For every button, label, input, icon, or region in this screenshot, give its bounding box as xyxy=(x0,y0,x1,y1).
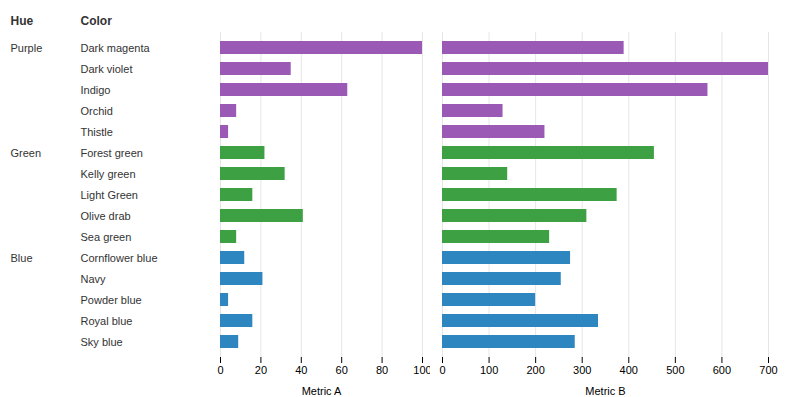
svg-text:700: 700 xyxy=(759,364,777,376)
svg-text:Metric B: Metric B xyxy=(585,385,625,397)
svg-text:Thistle: Thistle xyxy=(81,126,113,138)
svg-text:Kelly green: Kelly green xyxy=(81,168,136,180)
svg-text:20: 20 xyxy=(255,364,267,376)
svg-text:Purple: Purple xyxy=(11,42,43,54)
svg-text:Powder blue: Powder blue xyxy=(81,294,142,306)
svg-text:Metric A: Metric A xyxy=(302,385,342,397)
svg-text:Forest green: Forest green xyxy=(81,147,143,159)
svg-text:Royal blue: Royal blue xyxy=(81,315,133,327)
svg-text:100: 100 xyxy=(413,364,430,376)
svg-text:200: 200 xyxy=(526,364,544,376)
svg-text:Hue: Hue xyxy=(11,14,34,28)
svg-text:Light Green: Light Green xyxy=(81,189,138,201)
svg-text:Dark violet: Dark violet xyxy=(81,63,133,75)
svg-text:600: 600 xyxy=(713,364,731,376)
svg-text:Indigo: Indigo xyxy=(81,84,111,96)
svg-text:Blue: Blue xyxy=(11,252,33,264)
svg-text:0: 0 xyxy=(439,364,445,376)
svg-text:500: 500 xyxy=(666,364,684,376)
svg-text:60: 60 xyxy=(336,364,348,376)
svg-text:300: 300 xyxy=(573,364,591,376)
svg-text:Navy: Navy xyxy=(81,273,107,285)
svg-text:100: 100 xyxy=(480,364,498,376)
svg-text:400: 400 xyxy=(620,364,638,376)
svg-text:Olive drab: Olive drab xyxy=(81,210,131,222)
svg-text:Sea green: Sea green xyxy=(81,231,132,243)
svg-text:0: 0 xyxy=(217,364,223,376)
svg-text:Green: Green xyxy=(11,147,42,159)
svg-text:Sky blue: Sky blue xyxy=(81,336,123,348)
svg-text:40: 40 xyxy=(295,364,307,376)
svg-text:Cornflower blue: Cornflower blue xyxy=(81,252,158,264)
svg-text:Dark magenta: Dark magenta xyxy=(81,42,151,54)
svg-text:Orchid: Orchid xyxy=(81,105,113,117)
svg-text:80: 80 xyxy=(376,364,388,376)
svg-text:Color: Color xyxy=(81,14,113,28)
